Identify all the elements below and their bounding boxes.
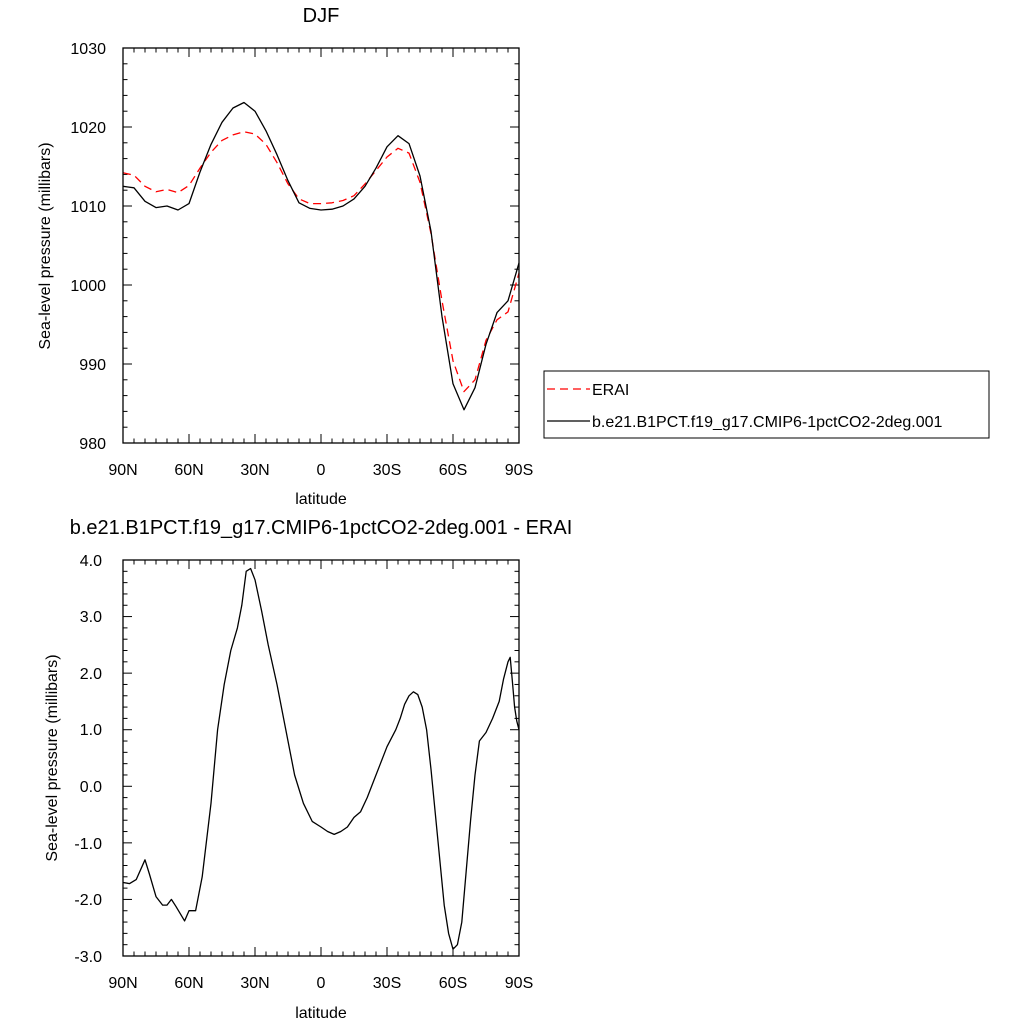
bottom-y-tick-label: 4.0 [80,553,102,570]
legend-box [543,370,990,439]
top-y-tick-label: 1000 [70,278,106,295]
bottom-chart-title: b.e21.B1PCT.f19_g17.CMIP6-1pctCO2-2deg.0… [70,517,573,539]
top-y-tick-label: 980 [79,436,106,453]
top-series-line-model [122,101,520,411]
top-x-tick-labels: 90N 60N 30N 0 30S 60S 90S [108,462,533,479]
legend-label-erai: ERAI [592,382,629,399]
bottom-x-tick-label: 30N [240,975,269,992]
bottom-series-line-difference [122,567,520,950]
legend-label-model: b.e21.B1PCT.f19_g17.CMIP6-1pctCO2-2deg.0… [592,414,943,431]
top-x-tick-label: 90N [108,462,137,479]
bottom-y-tick-label: 2.0 [80,666,102,683]
top-y-tick-label: 990 [79,357,106,374]
top-y-tick-label: 1020 [70,120,106,137]
bottom-y-tick-label: 3.0 [80,609,102,626]
top-x-tick-label: 30S [373,462,401,479]
bottom-x-tick-label: 30S [373,975,401,992]
bottom-x-tick-label: 90S [505,975,533,992]
bottom-tick-marks [122,559,520,957]
top-plot-frame [122,47,520,444]
top-x-tick-label: 0 [317,462,326,479]
bottom-y-tick-labels: -3.0 -2.0 -1.0 0.0 1.0 2.0 3.0 4.0 [74,553,102,966]
bottom-x-tick-labels: 90N 60N 30N 0 30S 60S 90S [108,975,533,992]
top-y-axis-label: Sea-level pressure (millibars) [37,142,54,349]
bottom-x-tick-label: 0 [317,975,326,992]
bottom-x-tick-label: 90N [108,975,137,992]
top-series-lines [122,101,520,411]
bottom-y-tick-label: -1.0 [74,836,102,853]
bottom-series-lines [122,567,520,950]
top-x-tick-label: 60N [174,462,203,479]
top-x-axis-label: latitude [295,491,347,508]
bottom-panel: b.e21.B1PCT.f19_g17.CMIP6-1pctCO2-2deg.0… [44,517,572,1022]
top-chart-title: DJF [303,5,340,27]
top-panel: DJF 980 990 1000 1010 1020 1030 90N 60N … [37,5,990,508]
bottom-y-tick-label: 1.0 [80,722,102,739]
top-x-tick-label: 30N [240,462,269,479]
top-y-tick-label: 1030 [70,41,106,58]
bottom-y-tick-label: 0.0 [80,779,102,796]
top-tick-marks [122,47,520,444]
top-x-tick-label: 90S [505,462,533,479]
bottom-y-tick-label: -2.0 [74,892,102,909]
bottom-x-axis-label: latitude [295,1005,347,1022]
bottom-x-tick-label: 60N [174,975,203,992]
legend: ERAI b.e21.B1PCT.f19_g17.CMIP6-1pctCO2-2… [543,370,990,439]
bottom-y-axis-label: Sea-level pressure (millibars) [44,654,61,861]
top-x-tick-label: 60S [439,462,467,479]
top-series-line-erai [122,131,520,393]
bottom-x-tick-label: 60S [439,975,467,992]
bottom-plot-frame [122,559,520,957]
top-y-tick-label: 1010 [70,199,106,216]
top-y-tick-labels: 980 990 1000 1010 1020 1030 [70,41,106,453]
bottom-y-tick-label: -3.0 [74,949,102,966]
